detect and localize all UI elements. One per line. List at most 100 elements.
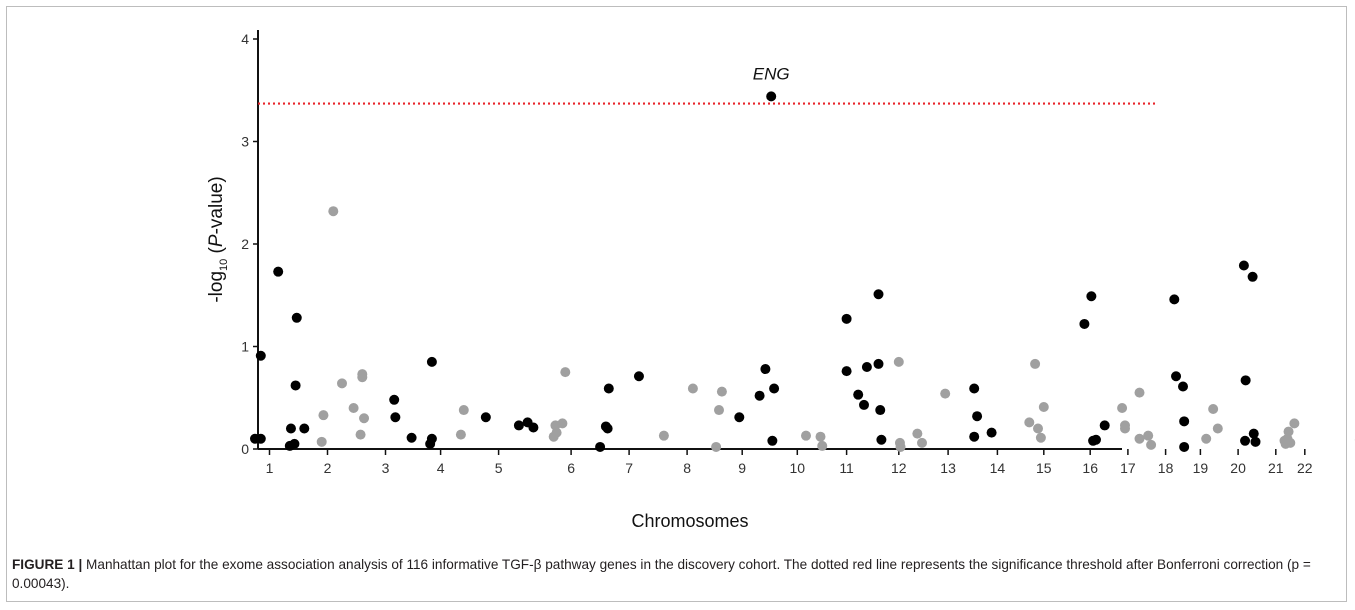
data-point bbox=[355, 429, 366, 440]
data-point bbox=[426, 356, 437, 367]
data-point bbox=[1179, 441, 1190, 452]
data-point bbox=[255, 350, 266, 361]
y-axis-label-italic: P bbox=[206, 234, 227, 247]
y-tick-label: 2 bbox=[241, 236, 249, 252]
data-point bbox=[766, 91, 777, 102]
y-axis-label: -log10 (P-value) bbox=[206, 176, 230, 302]
x-tick-label: 1 bbox=[266, 460, 274, 476]
data-point bbox=[917, 437, 927, 448]
x-tick-label: 9 bbox=[738, 460, 746, 476]
data-point bbox=[1091, 434, 1101, 445]
data-point bbox=[986, 427, 997, 438]
data-point bbox=[1117, 403, 1128, 413]
data-point bbox=[875, 405, 886, 416]
data-point bbox=[716, 386, 727, 397]
data-point bbox=[1289, 418, 1300, 429]
data-point bbox=[873, 358, 884, 369]
data-point bbox=[480, 412, 491, 423]
y-tick-label: 3 bbox=[241, 134, 249, 150]
x-tick-label: 10 bbox=[790, 460, 806, 476]
x-tick-label: 13 bbox=[940, 460, 956, 476]
x-tick-label: 7 bbox=[625, 460, 633, 476]
x-tick-label: 8 bbox=[683, 460, 691, 476]
data-point bbox=[285, 423, 296, 434]
data-point bbox=[972, 411, 983, 422]
data-point bbox=[357, 369, 368, 380]
data-point bbox=[1134, 433, 1145, 444]
data-point bbox=[1208, 404, 1219, 415]
data-point bbox=[273, 266, 284, 277]
data-point bbox=[1247, 271, 1258, 282]
figure-caption-label: FIGURE 1 | bbox=[12, 557, 83, 572]
x-tick-label: 19 bbox=[1193, 460, 1209, 476]
data-point bbox=[359, 413, 370, 424]
data-point bbox=[754, 390, 765, 401]
y-tick-label: 1 bbox=[241, 339, 249, 355]
data-point bbox=[1079, 318, 1090, 329]
data-point bbox=[912, 428, 923, 439]
data-point bbox=[893, 356, 904, 367]
data-point bbox=[406, 432, 417, 443]
data-point bbox=[876, 434, 887, 445]
data-point bbox=[289, 438, 300, 449]
x-tick-label: 15 bbox=[1036, 460, 1052, 476]
data-point bbox=[1240, 435, 1251, 446]
data-point bbox=[316, 436, 327, 447]
data-point bbox=[1120, 423, 1130, 434]
data-point bbox=[940, 388, 951, 399]
data-point bbox=[1248, 428, 1259, 439]
data-point bbox=[687, 383, 698, 394]
data-point bbox=[557, 418, 568, 429]
x-tick-label: 4 bbox=[437, 460, 445, 476]
x-axis-label: Chromosomes bbox=[631, 511, 748, 531]
data-point bbox=[658, 430, 669, 441]
data-point bbox=[255, 433, 266, 444]
data-point bbox=[290, 380, 301, 391]
x-tick-label: 3 bbox=[382, 460, 390, 476]
data-point bbox=[1250, 436, 1261, 447]
x-tick-label: 21 bbox=[1268, 460, 1284, 476]
data-point bbox=[348, 403, 359, 413]
data-point bbox=[861, 362, 872, 372]
x-tick-label: 12 bbox=[891, 460, 907, 476]
data-point bbox=[426, 433, 437, 444]
gene-annotation-eng: ENG bbox=[753, 64, 790, 83]
data-point bbox=[389, 394, 400, 405]
data-point bbox=[633, 371, 644, 382]
data-point bbox=[602, 423, 613, 434]
data-point bbox=[711, 441, 722, 452]
figure-frame bbox=[6, 6, 1347, 602]
y-tick-label: 0 bbox=[241, 441, 249, 457]
figure-caption-text: Manhattan plot for the exome association… bbox=[12, 557, 1311, 591]
data-points bbox=[250, 91, 1355, 452]
data-point bbox=[853, 389, 864, 400]
data-point bbox=[760, 364, 771, 375]
x-tick-label: 18 bbox=[1158, 460, 1174, 476]
data-point bbox=[1030, 358, 1041, 369]
data-point bbox=[1038, 401, 1049, 412]
y-axis-label-subscript: 10 bbox=[218, 259, 230, 271]
data-point bbox=[841, 313, 852, 324]
data-point bbox=[969, 431, 980, 442]
x-tick-label: 11 bbox=[839, 460, 854, 476]
data-point bbox=[455, 429, 466, 440]
data-point bbox=[1099, 420, 1110, 431]
data-point bbox=[895, 441, 906, 452]
data-point bbox=[769, 383, 780, 394]
data-point bbox=[859, 399, 869, 410]
data-point bbox=[318, 410, 329, 421]
data-point bbox=[390, 412, 401, 423]
data-point bbox=[595, 441, 606, 452]
x-tick-label: 17 bbox=[1120, 460, 1136, 476]
data-point bbox=[1146, 439, 1157, 450]
data-point bbox=[767, 435, 778, 446]
data-point bbox=[513, 420, 524, 431]
data-point bbox=[734, 412, 745, 423]
x-tick-label: 6 bbox=[567, 460, 575, 476]
data-point bbox=[1024, 417, 1035, 428]
y-axis-label-suffix: -value) bbox=[206, 176, 227, 234]
data-point bbox=[551, 427, 562, 438]
data-point bbox=[1212, 423, 1223, 434]
data-point bbox=[801, 430, 811, 441]
